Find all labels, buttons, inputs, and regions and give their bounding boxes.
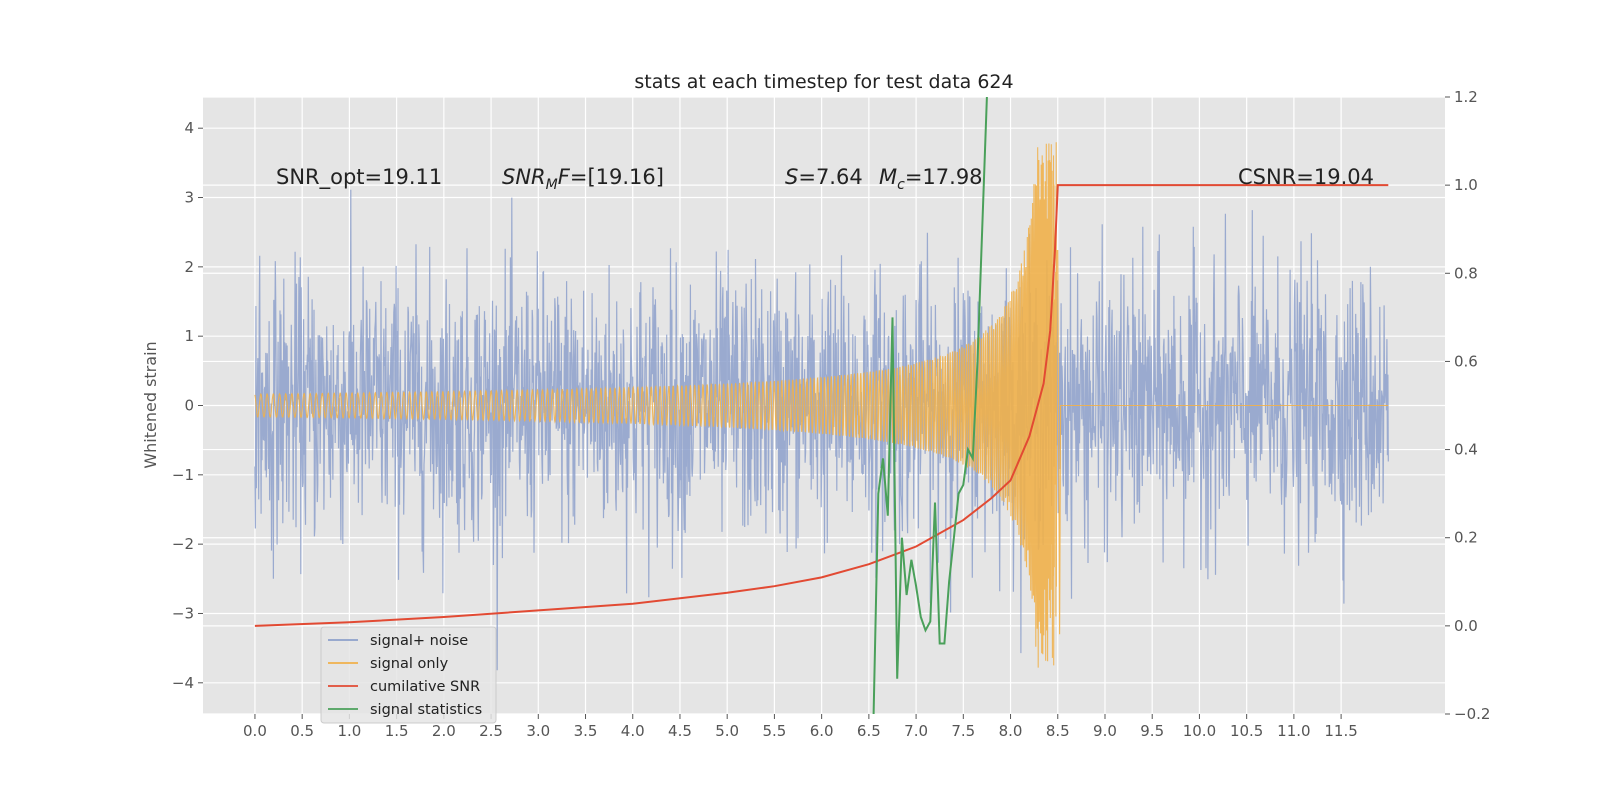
annotation-s-stat: S=7.64: [785, 165, 863, 189]
annotation-csnr: CSNR=19.04: [1238, 165, 1374, 189]
y2-tick-label: 0.2: [1454, 529, 1478, 547]
x-tick-label: 4.0: [621, 722, 645, 740]
y2-tick-label: −0.2: [1454, 705, 1490, 723]
x-tick-label: 3.0: [526, 722, 550, 740]
noise-trace: [254, 189, 1389, 671]
x-tick-label: 10.5: [1230, 722, 1263, 740]
legend: signal+ noise signal only cumilative SNR…: [320, 626, 497, 724]
x-tick-label: 8.5: [1046, 722, 1070, 740]
y-tick-label: 3: [184, 189, 194, 207]
y2-tick-label: 1.0: [1454, 176, 1478, 194]
x-tick-label: 8.0: [999, 722, 1023, 740]
series-signal-noise: [254, 189, 1389, 671]
y-tick-label: 4: [184, 119, 194, 137]
x-tick-label: 11.5: [1324, 722, 1357, 740]
y-tick-label: 1: [184, 327, 194, 345]
series-lines: [254, 97, 1389, 714]
y-tick-label: 2: [184, 258, 194, 276]
annotation-snr-mf-value: [19.16]: [587, 165, 664, 189]
x-tick-label: 2.0: [432, 722, 456, 740]
x-tick-label: 6.5: [857, 722, 881, 740]
y-tick-label: −3: [172, 604, 194, 622]
signal-trace: [254, 142, 1389, 668]
legend-box: [320, 626, 497, 724]
y-axis-label: Whitened strain: [141, 341, 160, 468]
axes: 0.0 0.5 1.0 1.5 2.0 2.5 3.0 3.5 4.0 4.5 5.0 5.5 6.0 6…: [172, 88, 1491, 740]
x-tick-label: 11.0: [1277, 722, 1310, 740]
y2-tick-label: 0.8: [1454, 264, 1478, 282]
legend-label-signal-statistics: signal statistics: [370, 702, 482, 718]
x-tick-label: 4.5: [668, 722, 692, 740]
legend-label-cumilative-snr: cumilative SNR: [370, 679, 480, 695]
x-tick-label: 5.0: [715, 722, 739, 740]
y2-tick-label: 1.2: [1454, 88, 1478, 106]
chart-title: stats at each timestep for test data 624: [634, 71, 1013, 93]
x-tick-label: 6.0: [810, 722, 834, 740]
annotation-snr-opt: SNR_opt=19.11: [276, 165, 442, 190]
legend-label-signal-noise: signal+ noise: [370, 633, 468, 649]
annotation-mc-value: =17.98: [905, 165, 983, 189]
x-tick-label: 3.5: [574, 722, 598, 740]
x-tick-label: 7.5: [951, 722, 975, 740]
y-tick-label: −4: [172, 674, 194, 692]
series-signal-only: [254, 142, 1389, 668]
x-tick-label: 9.0: [1093, 722, 1117, 740]
x-tick-label: 1.5: [385, 722, 409, 740]
x-tick-label: 7.0: [904, 722, 928, 740]
x-tick-label: 9.5: [1140, 722, 1164, 740]
y-tick-label: 0: [184, 397, 194, 415]
annotation-mc: Mc=17.98: [879, 165, 983, 193]
y2-tick-label: 0.0: [1454, 617, 1478, 635]
annotation-s-value: =7.64: [798, 165, 862, 189]
x-tick-label: 2.5: [479, 722, 503, 740]
x-tick-label: 5.5: [762, 722, 786, 740]
y-tick-label: −2: [172, 535, 194, 553]
cumilative-snr-line: [254, 184, 1389, 627]
signal-statistics-line: [872, 97, 988, 714]
y-tick-label: −1: [172, 466, 194, 484]
x-tick-label: 0.0: [243, 722, 267, 740]
x-tick-label: 1.0: [337, 722, 361, 740]
legend-label-signal-only: signal only: [370, 656, 449, 672]
y2-tick-label: 0.6: [1454, 352, 1478, 370]
x-tick-label: 0.5: [290, 722, 314, 740]
y2-tick-label: 0.4: [1454, 441, 1478, 459]
x-tick-label: 10.0: [1183, 722, 1216, 740]
annotation-snr-mf: SNRMF=[19.16]: [502, 165, 664, 193]
